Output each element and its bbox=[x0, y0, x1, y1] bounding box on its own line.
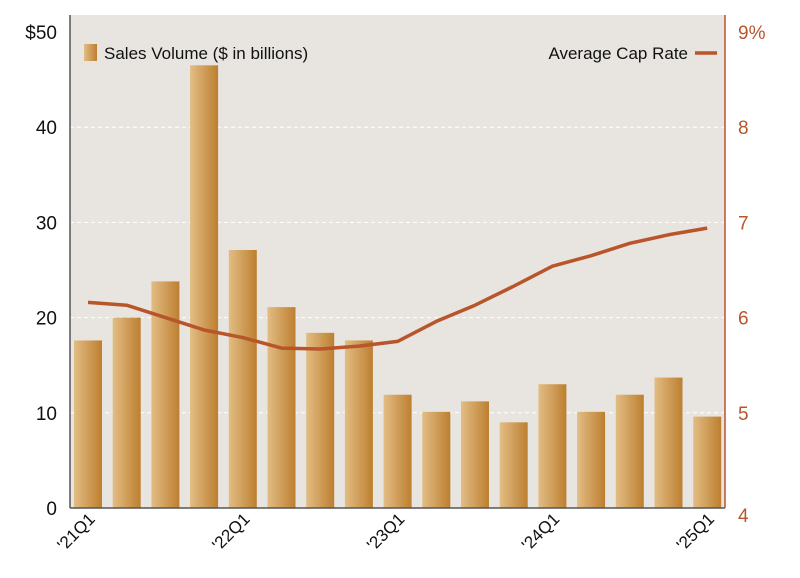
bar-'21Q2 bbox=[112, 317, 141, 508]
bar-'24Q2 bbox=[577, 411, 606, 508]
left-tick-label: $50 bbox=[25, 23, 57, 44]
bar-'23Q1 bbox=[383, 394, 412, 508]
bar-'22Q1 bbox=[228, 250, 257, 508]
x-tick-label: '25Q1 bbox=[673, 509, 718, 554]
right-tick-label: 6 bbox=[738, 309, 749, 330]
x-tick-label: '22Q1 bbox=[208, 509, 253, 554]
cap-rate-line bbox=[87, 226, 708, 351]
left-tick-label: 30 bbox=[36, 213, 57, 234]
legend-line: Average Cap Rate bbox=[548, 44, 717, 63]
bar-'22Q4 bbox=[344, 340, 373, 508]
bar-'24Q1 bbox=[538, 384, 567, 508]
right-tick-label: 4 bbox=[738, 506, 749, 527]
right-tick-label: 8 bbox=[738, 118, 749, 139]
bar-'23Q4 bbox=[499, 422, 528, 508]
left-tick-label: 10 bbox=[36, 404, 57, 425]
bar-'24Q4 bbox=[654, 377, 683, 508]
bar-'22Q2 bbox=[267, 307, 296, 508]
legend-bar: Sales Volume ($ in billions) bbox=[84, 44, 308, 63]
bar-'21Q1 bbox=[74, 340, 102, 508]
bar-'25Q1 bbox=[693, 416, 722, 508]
bar-'24Q3 bbox=[615, 394, 644, 508]
x-tick-label: '24Q1 bbox=[518, 509, 563, 554]
legend-bar-swatch bbox=[84, 44, 97, 61]
left-tick-label: 40 bbox=[36, 118, 57, 139]
bar-'21Q4 bbox=[190, 65, 219, 508]
right-tick-label: 9% bbox=[738, 23, 766, 44]
legend-bar-label: Sales Volume ($ in billions) bbox=[104, 44, 308, 63]
x-tick-label: '23Q1 bbox=[363, 509, 408, 554]
bar-'23Q3 bbox=[461, 401, 489, 508]
right-tick-label: 5 bbox=[738, 404, 749, 425]
left-tick-label: 0 bbox=[46, 499, 57, 520]
x-tick-label: '21Q1 bbox=[54, 509, 99, 554]
right-tick-label: 7 bbox=[738, 213, 749, 234]
left-tick-label: 20 bbox=[36, 309, 57, 330]
legend-line-label: Average Cap Rate bbox=[548, 44, 688, 63]
bar-'22Q3 bbox=[306, 332, 335, 508]
bar-'23Q2 bbox=[422, 411, 451, 508]
